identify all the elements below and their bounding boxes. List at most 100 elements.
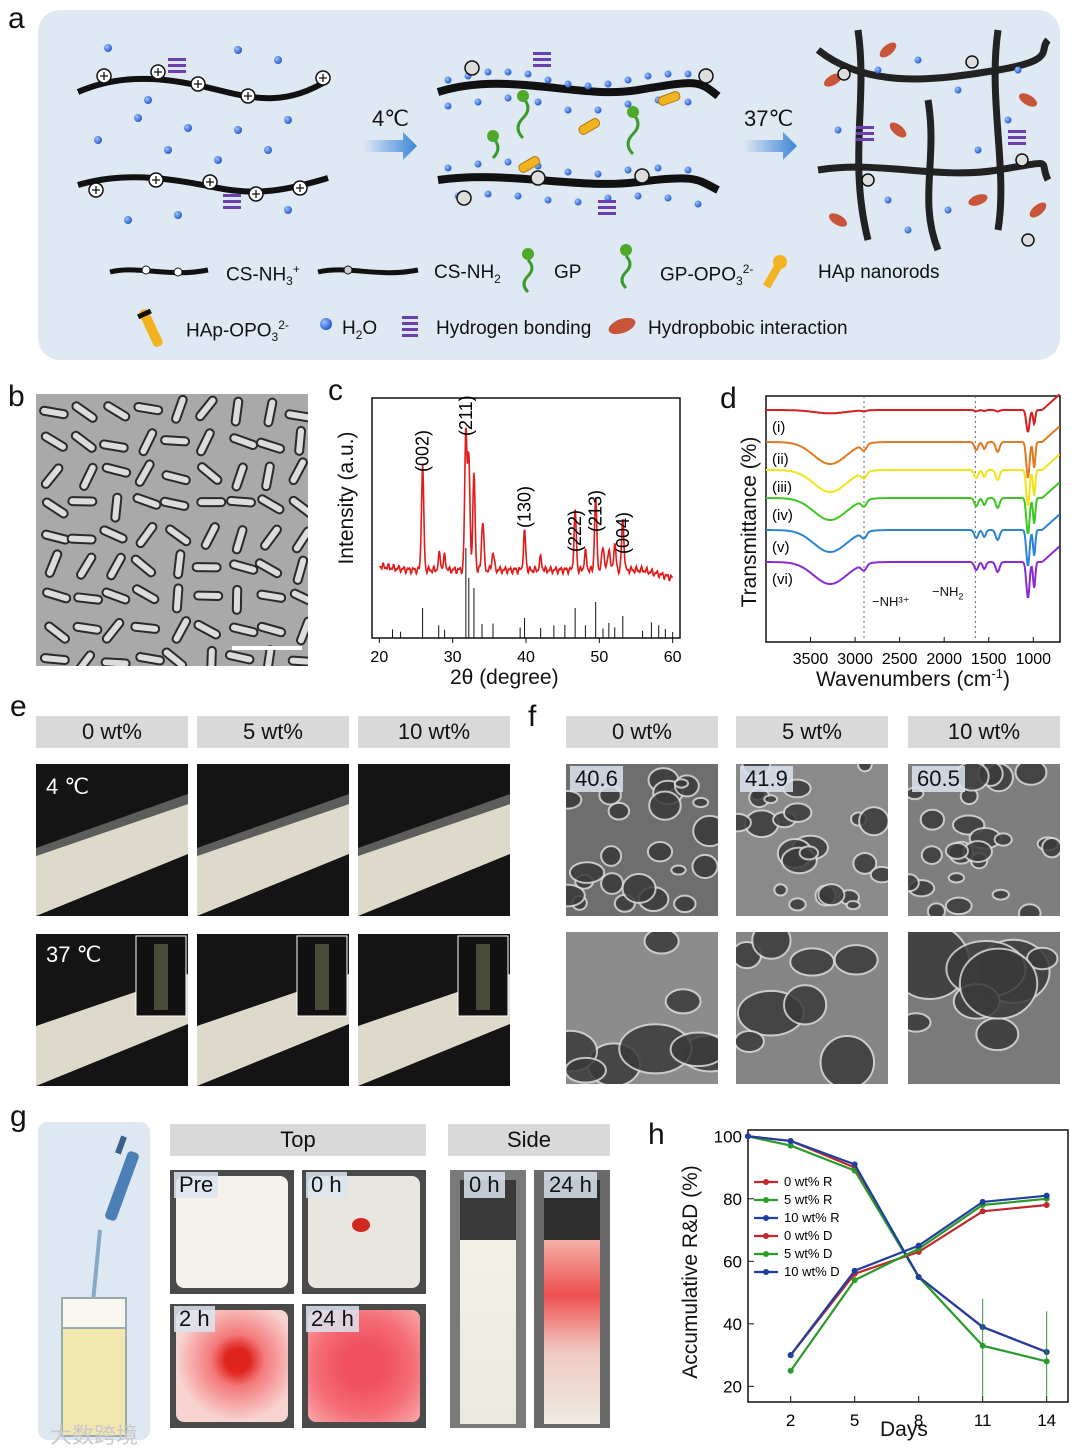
h-legend-label: 0 wt% D	[784, 1228, 832, 1243]
nanorod	[44, 549, 63, 578]
sem-top-0	[566, 764, 718, 916]
h-data-point	[787, 1352, 794, 1359]
xrd-peak-label: (211)	[456, 395, 476, 436]
nanorod	[66, 533, 97, 545]
h-data-point	[915, 1273, 922, 1280]
sem-pore	[566, 1056, 607, 1084]
legend-gp-opo3: GP-OPO32-	[660, 262, 754, 289]
nanorod	[103, 401, 131, 422]
ftir-curve	[766, 425, 1061, 479]
nanorod	[191, 562, 222, 573]
sem-top-10	[908, 764, 1060, 916]
nanorod	[284, 409, 308, 423]
ftir-annot-nh3: −NH³⁺	[872, 594, 910, 609]
nanorod	[100, 657, 131, 666]
nanorod	[79, 462, 98, 491]
h-legend-marker	[763, 1197, 769, 1203]
sem-pore	[920, 845, 943, 865]
ftir-curve-label: (i)	[772, 419, 785, 436]
nanorod	[101, 462, 132, 478]
sem-pore	[991, 888, 1010, 901]
watermark: 大数跨境	[50, 1423, 139, 1448]
nanorod	[292, 555, 308, 585]
h-legend-label: 10 wt% R	[784, 1210, 840, 1225]
h-legend-marker	[763, 1215, 769, 1221]
xrd-peak-label: (002)	[413, 430, 433, 472]
vial-4c-0	[36, 764, 188, 916]
f-header-0: 0 wt%	[566, 716, 718, 748]
h-ytick-label: 80	[723, 1190, 742, 1209]
sem-pore	[819, 1035, 876, 1084]
legend-gp: GP	[554, 262, 582, 283]
sem-pore	[566, 883, 586, 908]
h-xtick-label: 14	[1037, 1411, 1056, 1430]
nanorod	[73, 592, 104, 605]
nanorod	[296, 616, 308, 646]
panel-label-g: g	[10, 1100, 27, 1133]
nanorod	[291, 526, 308, 554]
ftir-xtick-label: 2500	[882, 651, 918, 668]
nanorod	[173, 549, 186, 580]
ftir-xtick-label: 3500	[793, 651, 829, 668]
h-data-point	[745, 1133, 751, 1140]
h-data-point	[915, 1242, 922, 1249]
side-24h	[534, 1170, 610, 1428]
nanorod	[196, 497, 227, 508]
xrd-pattern	[379, 427, 673, 582]
h-legend-marker	[763, 1179, 769, 1185]
ftir-frame	[765, 395, 1061, 643]
tem-image	[36, 394, 308, 666]
sem-pore	[833, 944, 879, 976]
nanorod	[40, 463, 64, 489]
nanorod	[171, 616, 192, 644]
pipette-illustration	[38, 1122, 150, 1440]
sem-pore	[975, 1017, 1020, 1052]
sem-pore	[773, 883, 788, 897]
nanorod	[256, 621, 287, 638]
xrd-peak-label: (004)	[613, 512, 633, 554]
sem-pore	[670, 864, 687, 876]
xrd-xtick-label: 60	[664, 649, 682, 666]
nanorod	[72, 621, 103, 635]
nanorod	[206, 645, 217, 666]
h-legend-marker	[763, 1251, 769, 1257]
nanorod	[257, 494, 285, 515]
ftir-xlabel: Wavenumbers (cm-1)	[816, 666, 1010, 691]
xrd-xlabel: 2θ (degree)	[450, 666, 559, 689]
nanorod	[101, 617, 125, 644]
nanorod	[159, 496, 190, 511]
sem-pore	[858, 806, 888, 837]
ftir-ylabel: Transmittance (%)	[738, 436, 761, 608]
ftir-xtick-label: 2000	[926, 651, 962, 668]
e-header-0: 0 wt%	[36, 716, 188, 748]
h-data-point	[979, 1198, 986, 1205]
nanorod	[40, 431, 68, 452]
sem-pore	[643, 932, 680, 955]
xrd-chart: 20 30 40 50 60 (002) (211) (130) (222) (213) (004)	[370, 395, 682, 666]
label-0h: 0 h	[306, 1172, 347, 1198]
nanorod	[288, 495, 308, 518]
sem-pore	[568, 861, 606, 884]
sem-pore	[673, 894, 697, 914]
nanorod	[70, 430, 97, 453]
ftir-xtick-label: 1500	[971, 651, 1007, 668]
sem-pore	[600, 872, 624, 895]
nanorod	[226, 495, 256, 508]
e-header-10: 10 wt%	[358, 716, 510, 748]
nanorod	[133, 401, 164, 416]
nanorod	[76, 552, 97, 580]
nanorod	[231, 525, 248, 555]
sem-pore	[944, 842, 969, 860]
h-series-line	[747, 1135, 1048, 1354]
nanorod	[231, 462, 248, 492]
sem-pore	[736, 1029, 765, 1053]
h-series-line	[747, 1135, 1048, 1354]
sem-bottom-0	[566, 932, 718, 1084]
nanorod	[132, 493, 162, 510]
h-xtick-label: 5	[850, 1411, 859, 1430]
sem-pore	[607, 801, 631, 821]
nanorod	[44, 621, 70, 644]
xrd-ylabel: Intensity (a.u.)	[335, 431, 358, 565]
h-data-point	[979, 1208, 986, 1215]
nanorod	[135, 521, 158, 549]
